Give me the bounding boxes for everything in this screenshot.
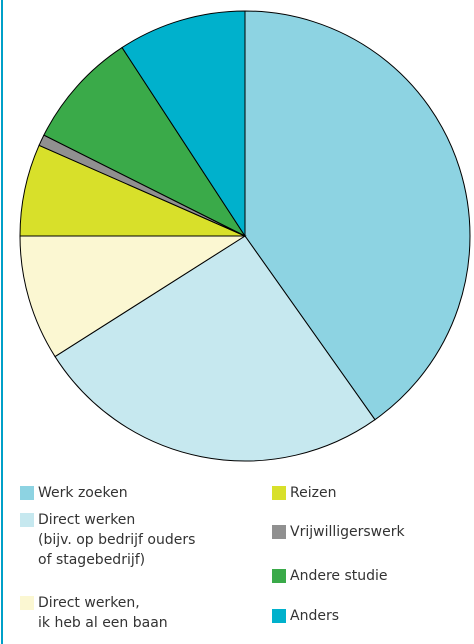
legend-label: of stagebedrijf) <box>38 552 145 568</box>
legend-label: Direct werken <box>38 512 135 528</box>
legend-swatch <box>272 486 286 500</box>
legend-label: ik heb al een baan <box>38 615 168 631</box>
legend-label: Vrijwilligerswerk <box>290 524 405 540</box>
legend-swatch <box>272 525 286 539</box>
pie-slice <box>54 235 376 462</box>
legend-label: Direct werken, <box>38 595 140 611</box>
legend-label: Reizen <box>290 485 336 501</box>
legend-swatch <box>20 596 34 610</box>
legend-swatch <box>272 609 286 623</box>
legend-label: (bijv. op bedrijf ouders <box>38 532 195 548</box>
legend-label: Andere studie <box>290 568 388 584</box>
legend-label: Anders <box>290 608 339 624</box>
pie-slice <box>43 46 247 238</box>
legend-label: Werk zoeken <box>38 485 128 501</box>
legend-swatch <box>272 569 286 583</box>
pie-slice <box>19 235 247 358</box>
legend-swatch <box>20 513 34 527</box>
legend-swatch <box>20 486 34 500</box>
pie-slice <box>244 10 471 421</box>
pie-slice <box>121 10 246 238</box>
